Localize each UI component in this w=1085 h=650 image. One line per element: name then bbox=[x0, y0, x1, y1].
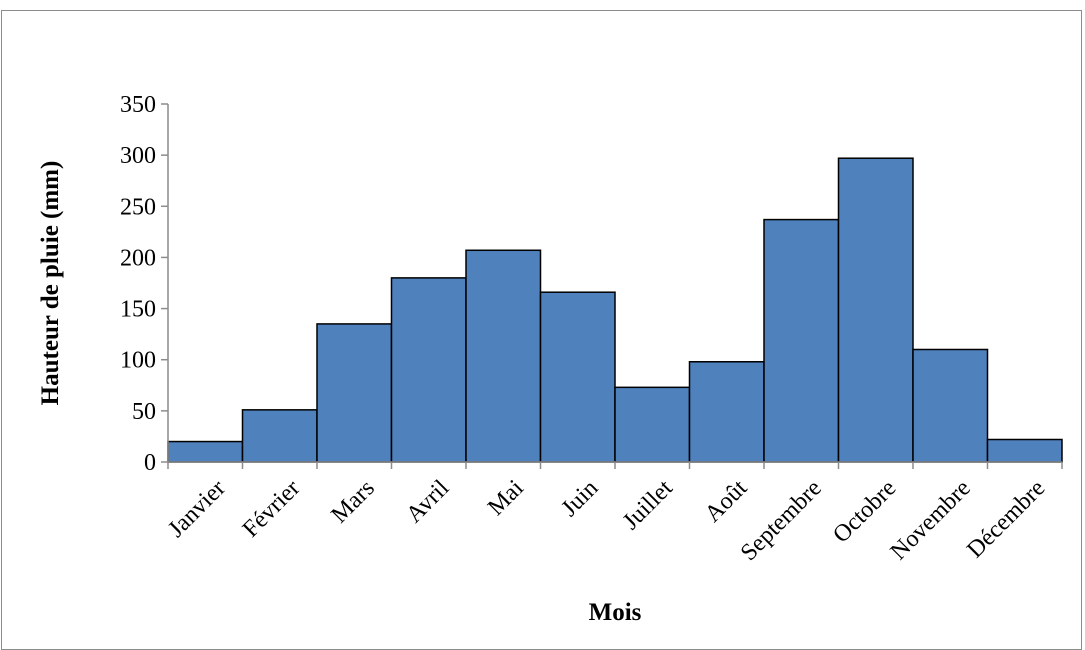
x-tick-label-décembre: Décembre bbox=[962, 475, 1050, 563]
bar-février bbox=[241, 409, 318, 463]
y-tick-label: 100 bbox=[120, 348, 156, 374]
x-tick-label-octobre: Octobre bbox=[828, 475, 901, 548]
bar-novembre bbox=[912, 348, 989, 463]
y-tick-label: 250 bbox=[120, 194, 156, 220]
y-tick-label: 50 bbox=[132, 399, 156, 425]
bar-octobre bbox=[837, 157, 914, 463]
y-axis-title: Hauteur de pluie (mm) bbox=[37, 161, 64, 406]
x-tick-label-janvier: Janvier bbox=[163, 475, 230, 542]
bar-décembre bbox=[986, 438, 1063, 463]
y-tick-label: 350 bbox=[120, 92, 156, 118]
x-tick-label-mai: Mai bbox=[483, 475, 529, 521]
bar-avril bbox=[390, 277, 467, 463]
bar-août bbox=[688, 361, 765, 463]
y-tick-label: 300 bbox=[120, 143, 156, 169]
x-tick-label-mars: Mars bbox=[327, 475, 380, 528]
x-tick-label-juin: Juin bbox=[557, 475, 604, 522]
bar-juillet bbox=[614, 386, 691, 463]
x-tick-label-juillet: Juillet bbox=[618, 475, 678, 535]
x-tick-label-novembre: Novembre bbox=[886, 475, 976, 565]
x-tick-label-avril: Avril bbox=[401, 475, 454, 528]
bars-group bbox=[167, 157, 1063, 463]
x-ticks-group: Janvier Février Mars Avril Mai Juin Juillet Aoû… bbox=[163, 462, 1063, 566]
bar-mai bbox=[465, 249, 542, 463]
x-tick-label-février: Février bbox=[238, 475, 305, 542]
y-tick-label: 200 bbox=[120, 245, 156, 271]
x-tick-label-août: Août bbox=[700, 475, 753, 528]
y-tick-label: 150 bbox=[120, 297, 156, 323]
bar-septembre bbox=[763, 218, 840, 463]
x-tick-label-septembre: Septembre bbox=[736, 475, 827, 566]
y-ticks-group: 0 50 100 150 200 250 300 350 bbox=[120, 92, 168, 476]
rainfall-bar-chart: 0 50 100 150 200 250 300 350 Janvier Février Mars… bbox=[37, 92, 1063, 626]
bar-juin bbox=[539, 291, 616, 463]
bar-janvier bbox=[167, 440, 244, 463]
x-axis-title: Mois bbox=[589, 599, 642, 626]
y-tick-label: 0 bbox=[144, 450, 156, 476]
bar-mars bbox=[316, 323, 393, 463]
